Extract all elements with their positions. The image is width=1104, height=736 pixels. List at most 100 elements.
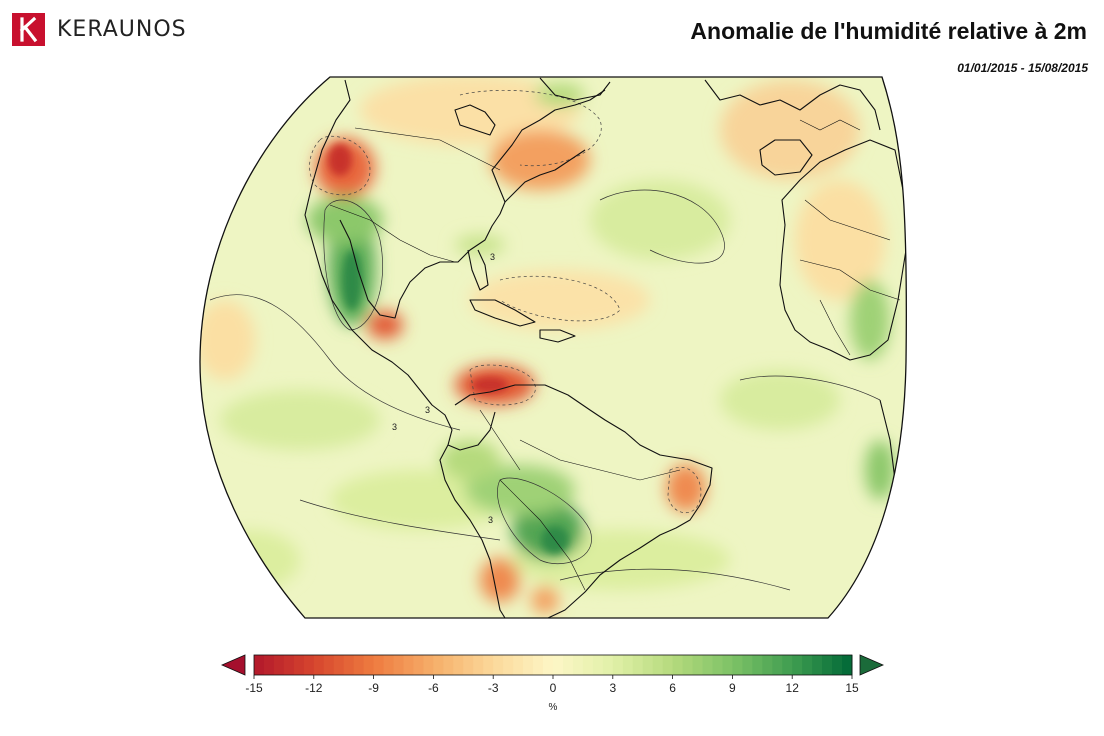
colorbar-segment	[393, 655, 404, 675]
colorbar-segment	[423, 655, 434, 675]
colorbar-segment	[582, 655, 594, 675]
patch	[455, 235, 505, 255]
contour	[209, 294, 461, 431]
colorbar-segment	[273, 655, 285, 675]
colorbar-tick-label: 0	[550, 681, 557, 695]
contour-label: 3	[490, 252, 495, 262]
colorbar-segment	[293, 655, 305, 675]
border	[519, 439, 681, 481]
contour	[299, 499, 501, 541]
colorbar-segment	[822, 655, 833, 675]
border	[329, 204, 456, 263]
contour	[497, 477, 592, 564]
colorbar-tick-label: -12	[305, 681, 323, 695]
patch	[666, 464, 706, 512]
coastline-sa-west	[439, 444, 506, 618]
colorbar-segment	[473, 655, 484, 675]
colorbar-segment	[543, 655, 554, 675]
colorbar-segment	[403, 655, 414, 675]
contour	[323, 199, 384, 331]
keraunos-k-logo	[12, 12, 45, 46]
brand-name: KERAUNOS	[57, 16, 187, 42]
colorbar-segment	[592, 655, 604, 675]
patch	[535, 83, 585, 107]
coastline-greenland	[539, 77, 611, 101]
colorbar-segment	[612, 655, 624, 675]
patch	[440, 440, 500, 480]
coastline-south-america	[454, 384, 713, 618]
colorbar-segment	[343, 655, 355, 675]
colorbar-tick-label: 9	[729, 681, 736, 695]
patch	[490, 130, 590, 190]
contour	[309, 136, 371, 196]
colorbar-segment	[672, 655, 684, 675]
patch	[200, 300, 255, 380]
colorbar-segment	[373, 655, 385, 675]
colorbar-segment	[652, 655, 664, 675]
colorbar-segment	[493, 655, 504, 675]
contour	[599, 189, 725, 264]
globe-outline	[199, 76, 908, 619]
colorbar-segment	[842, 655, 853, 675]
colorbar-segment	[692, 655, 703, 675]
colorbar-tick-label: -3	[488, 681, 499, 695]
colorbar-segment	[812, 655, 823, 675]
coastline-mexico-gulf	[339, 149, 586, 319]
colorbar-tick-label: -15	[245, 681, 263, 695]
colorbar-segment	[413, 655, 424, 675]
colorbar-segment	[832, 655, 843, 675]
contour	[667, 467, 702, 514]
colorbar-segment	[433, 655, 444, 675]
colorbar-segment	[772, 655, 783, 675]
colorbar-tick-label: 3	[609, 681, 616, 695]
colorbar-extend-low	[220, 654, 246, 676]
contour-label: 3	[425, 405, 430, 415]
colorbar-segment	[363, 655, 375, 675]
contour-labels: 3 3 3 3	[392, 252, 495, 525]
border	[479, 409, 521, 471]
colorbar-segment	[533, 655, 544, 675]
patch	[470, 270, 650, 330]
colorbar-segment	[642, 655, 654, 675]
coastline-africa	[779, 139, 907, 361]
border	[354, 127, 501, 171]
colorbar-segment	[283, 655, 295, 675]
colorbar-segment	[263, 655, 275, 675]
colorbar-segment	[562, 655, 574, 675]
contour	[559, 568, 791, 591]
contour-label: 3	[488, 515, 493, 525]
colorbar-segment	[463, 655, 474, 675]
colorbar-segment	[333, 655, 345, 675]
contour	[739, 375, 881, 401]
coastline-iberia	[759, 139, 813, 176]
colorbar-unit: %	[549, 702, 558, 713]
colorbar-segment	[313, 655, 325, 675]
contour-label: 3	[392, 422, 397, 432]
patch	[531, 586, 559, 614]
colorbar-segment	[632, 655, 644, 675]
colorbar-tick-label: -6	[428, 681, 439, 695]
hispaniola	[539, 329, 576, 343]
colorbar-segment	[682, 655, 694, 675]
coastline-north-america	[304, 79, 496, 451]
patch	[850, 280, 890, 360]
cuba	[469, 299, 536, 327]
colorbar-segment	[303, 655, 315, 675]
brand: KERAUNOS	[12, 12, 187, 46]
colorbar-segment	[802, 655, 813, 675]
colorbar-segment	[662, 655, 674, 675]
patch	[465, 465, 575, 515]
patch	[480, 558, 520, 602]
colorbar-tick-label: 6	[669, 681, 676, 695]
colorbar-extend-high	[859, 654, 885, 676]
colorbar-segments	[254, 655, 853, 675]
date-range: 01/01/2015 - 15/08/2015	[957, 61, 1088, 75]
colorbar-segment	[254, 655, 265, 675]
country-borders	[329, 119, 901, 591]
patch	[220, 390, 380, 450]
patch	[590, 180, 730, 260]
patch	[330, 470, 510, 530]
colorbar-segment	[443, 655, 454, 675]
colorbar-segment	[792, 655, 803, 675]
